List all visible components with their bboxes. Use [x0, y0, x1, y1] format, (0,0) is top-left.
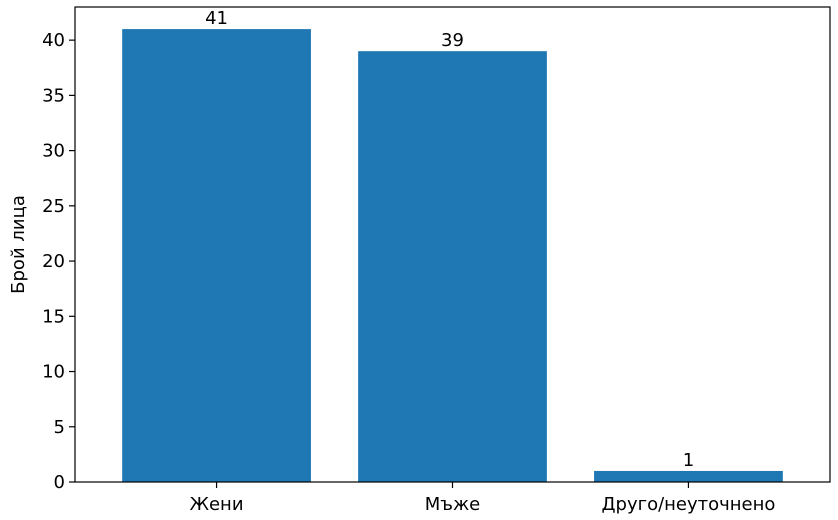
x-axis-ticks: Жени Мъже Друго/неуточнено	[190, 482, 775, 515]
y-tick-label: 35	[42, 85, 65, 106]
plot-frame	[74, 6, 831, 483]
y-tick-label: 15	[42, 306, 65, 327]
bars-group	[122, 29, 783, 483]
bar-2	[358, 51, 547, 483]
y-tick-label: 40	[42, 30, 65, 51]
bar-labels-group: 41 39 1	[205, 8, 694, 471]
bar-1	[122, 29, 311, 483]
y-tick-label: 30	[42, 141, 65, 162]
x-tick-label: Жени	[190, 494, 244, 515]
y-axis-label: Брой лица	[8, 195, 29, 294]
y-tick-label: 5	[54, 417, 65, 438]
bar-value-label: 39	[441, 30, 464, 51]
y-tick-label: 25	[42, 196, 65, 217]
y-axis-ticks: 0 5 10 15 20 25 30 35 40	[42, 30, 75, 493]
x-tick-label: Мъже	[425, 494, 481, 515]
bar-value-label: 1	[683, 450, 694, 471]
bar-3	[594, 470, 783, 482]
x-tick-label: Друго/неуточнено	[601, 494, 775, 515]
y-tick-label: 0	[54, 472, 65, 493]
y-tick-label: 20	[42, 251, 65, 272]
bar-value-label: 41	[205, 8, 228, 29]
y-tick-label: 10	[42, 362, 65, 383]
